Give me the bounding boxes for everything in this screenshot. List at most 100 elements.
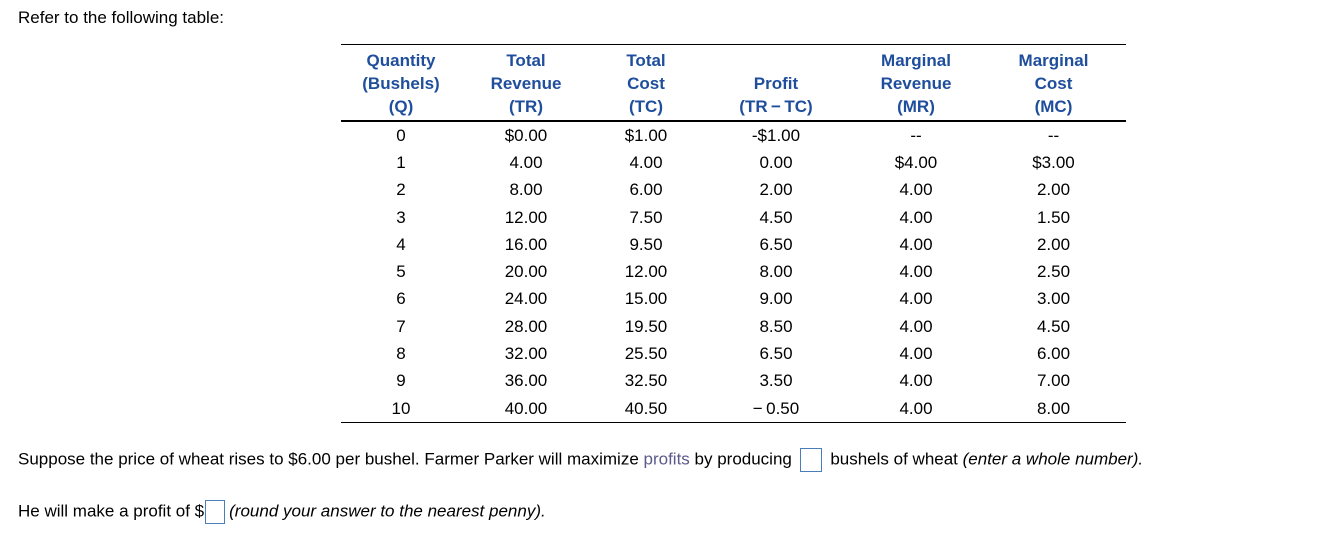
question-quantity-text-middle: by producing	[689, 449, 797, 469]
cell-quantity: 8	[396, 344, 406, 364]
cell-total-revenue: 36.00	[504, 371, 548, 391]
profit-answer-input[interactable]	[205, 500, 226, 524]
cell-profit: 6.50	[759, 344, 793, 364]
header-line: (Bushels)	[362, 74, 440, 93]
question-quantity-hint: (enter a whole number).	[962, 449, 1144, 469]
cell-profit: − 0.50	[701, 394, 851, 424]
table-header-row: Quantity (Bushels) (Q) Total Revenue (TR) To…	[341, 44, 1126, 122]
cell-marginal-revenue: 4.00	[899, 371, 933, 391]
header-line: Marginal	[1018, 51, 1089, 70]
cell-total-cost: 40.50	[591, 394, 701, 424]
cell-marginal-revenue: --	[910, 125, 922, 145]
cell-marginal-revenue: 4.00	[851, 394, 981, 424]
table-row: 6 24.00 15.00 9.00 4.00 3.00	[341, 286, 1126, 313]
cell-total-revenue: 12.00	[504, 207, 548, 227]
cell-quantity: 0	[396, 125, 406, 145]
header-total-cost: Total Cost (TC)	[591, 44, 701, 122]
header-marginal-revenue: Marginal Revenue (MR)	[851, 44, 981, 122]
header-total-revenue: Total Revenue (TR)	[461, 44, 591, 122]
header-line: (TR − TC)	[739, 97, 813, 116]
table-row: 3 12.00 7.50 4.50 4.00 1.50	[341, 204, 1126, 231]
header-line: Total	[626, 51, 666, 70]
question-quantity-text-after: bushels of wheat	[825, 449, 963, 469]
cell-quantity: 4	[396, 234, 406, 254]
cell-marginal-cost: 4.50	[1036, 316, 1071, 336]
cell-marginal-revenue: 4.00	[899, 316, 933, 336]
header-line: Revenue	[490, 74, 562, 93]
cell-total-revenue: 40.00	[461, 394, 591, 424]
cell-total-cost: 9.50	[629, 234, 663, 254]
cell-total-revenue: 32.00	[504, 344, 548, 364]
cell-quantity: 10	[341, 394, 461, 424]
table-row: 1 4.00 4.00 0.00 $4.00 $3.00	[341, 149, 1126, 176]
cell-total-cost: 4.00	[629, 152, 663, 172]
question-quantity: Suppose the price of wheat rises to $6.0…	[18, 448, 1143, 472]
cell-marginal-cost: --	[1047, 125, 1060, 145]
cell-total-cost: 15.00	[624, 289, 668, 309]
header-line: (TC)	[629, 97, 663, 116]
question-profit-hint: (round your answer to the nearest penny)…	[229, 501, 546, 521]
header-line: Cost	[627, 74, 665, 93]
table-row: 2 8.00 6.00 2.00 4.00 2.00	[341, 177, 1126, 204]
cell-total-revenue: $0.00	[504, 125, 548, 145]
header-line: (TR)	[509, 97, 543, 116]
cell-quantity: 3	[396, 207, 406, 227]
cell-marginal-revenue: 4.00	[899, 344, 933, 364]
cell-total-cost: 6.00	[629, 180, 663, 200]
cell-total-cost: 25.50	[624, 344, 668, 364]
quantity-answer-input[interactable]	[799, 448, 822, 472]
cell-total-revenue: 8.00	[509, 180, 543, 200]
cell-marginal-revenue: 4.00	[899, 207, 933, 227]
cell-marginal-revenue: $4.00	[894, 152, 938, 172]
table-row: 8 32.00 25.50 6.50 4.00 6.00	[341, 340, 1126, 367]
header-line: Total	[506, 51, 546, 70]
cell-marginal-revenue: 4.00	[899, 262, 933, 282]
profits-link[interactable]: profits	[643, 449, 690, 469]
cell-quantity: 2	[396, 180, 406, 200]
cell-profit: 2.00	[759, 180, 793, 200]
header-line: (Q)	[388, 97, 414, 116]
table-body: 0 $0.00 $1.00 -$1.00 -- -- 1 4.00 4.00 0.00 $4.00 $…	[341, 121, 1126, 424]
cell-profit: 8.00	[759, 262, 793, 282]
question-profit: He will make a profit of $ (round your an…	[18, 500, 546, 524]
cell-quantity: 5	[396, 262, 406, 282]
cell-marginal-cost: 3.00	[1036, 289, 1071, 309]
cell-total-cost: $1.00	[624, 125, 668, 145]
table-row: 10 40.00 40.50− 0.50 4.00 8.00	[341, 394, 1126, 424]
cell-quantity: 6	[396, 289, 406, 309]
cell-total-revenue: 28.00	[504, 316, 548, 336]
cell-profit: 4.50	[759, 207, 793, 227]
cell-total-cost: 12.00	[624, 262, 668, 282]
header-line: Cost	[1034, 74, 1073, 93]
cell-profit: 8.50	[759, 316, 793, 336]
table-row: 9 36.00 32.50 3.50 4.00 7.00	[341, 368, 1126, 395]
cell-quantity: 7	[396, 316, 406, 336]
table-row: 7 28.00 19.50 8.50 4.00 4.50	[341, 313, 1126, 340]
cell-profit: -$1.00	[751, 125, 801, 145]
cell-total-cost: 32.50	[624, 371, 668, 391]
table-row: 5 20.00 12.00 8.00 4.00 2.50	[341, 258, 1126, 285]
cell-marginal-revenue: 4.00	[899, 289, 933, 309]
header-line: (MR)	[897, 97, 935, 116]
header-line: Revenue	[880, 74, 952, 93]
cell-total-revenue: 20.00	[504, 262, 548, 282]
cell-marginal-cost: 2.00	[1036, 234, 1071, 254]
cell-marginal-revenue: 4.00	[899, 234, 933, 254]
table-row: 0 $0.00 $1.00 -$1.00 -- --	[341, 121, 1126, 149]
cell-marginal-cost: 6.00	[1036, 344, 1071, 364]
cell-profit: 6.50	[759, 234, 793, 254]
cell-total-revenue: 24.00	[504, 289, 548, 309]
cell-marginal-cost: 1.50	[1036, 207, 1071, 227]
cell-marginal-cost: 7.00	[1036, 371, 1071, 391]
profit-table: Quantity (Bushels) (Q) Total Revenue (TR) To…	[341, 44, 1126, 424]
header-quantity: Quantity (Bushels) (Q)	[341, 44, 461, 122]
header-line: Profit	[753, 74, 799, 93]
cell-marginal-cost: 2.50	[1036, 262, 1071, 282]
cell-total-cost: 19.50	[624, 316, 668, 336]
header-line: Marginal	[881, 51, 951, 70]
cell-profit: 9.00	[759, 289, 793, 309]
cell-marginal-cost: 8.00	[981, 394, 1126, 424]
cell-total-revenue: 4.00	[509, 152, 543, 172]
header-marginal-cost: Marginal Cost (MC)	[981, 44, 1126, 122]
